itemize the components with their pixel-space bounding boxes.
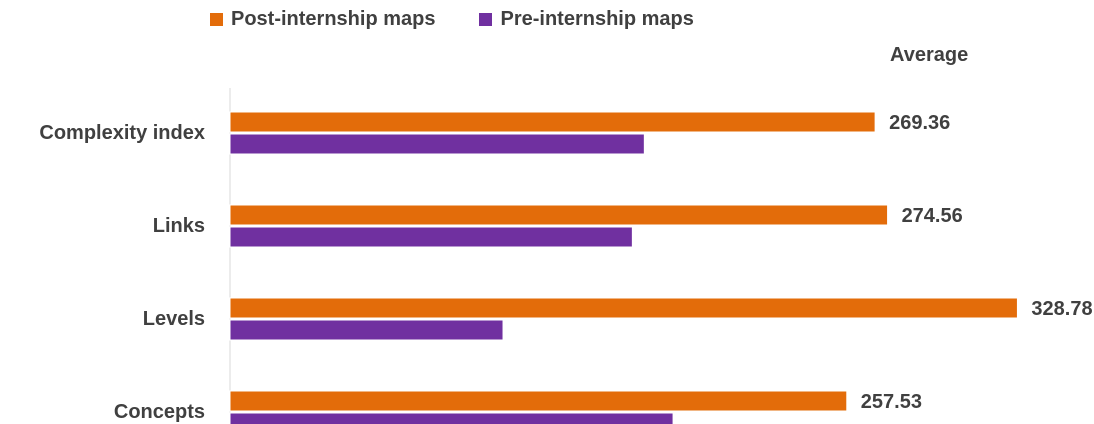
data-label: 257.53 [861,391,922,413]
bar-post-internship [229,297,1018,319]
legend-item-post: Post-internship maps [210,8,435,31]
bar-pre-internship [229,319,504,341]
legend-swatch-post [210,13,223,26]
bar-pre-internship [229,412,674,424]
category-label: Concepts [114,401,205,423]
data-label: 269.36 [889,112,950,134]
bar-pre-internship [229,133,645,155]
bar-post-internship [229,204,889,226]
data-label: 274.56 [902,205,963,227]
legend-label-pre: Pre-internship maps [500,8,694,30]
bar-post-internship [229,390,848,412]
bar-post-internship [229,111,876,133]
legend-label-post: Post-internship maps [231,8,436,30]
data-label: 328.78 [1031,298,1092,320]
average-annotation: Average [890,44,969,66]
legend-swatch-pre [479,13,493,26]
chart-legend: Post-internship maps Pre-internship maps [210,8,694,31]
category-label: Complexity index [39,122,205,144]
category-label: Levels [143,308,205,330]
legend-item-pre: Pre-internship maps [479,8,694,31]
category-label: Links [153,215,205,237]
bar-pre-internship [229,226,633,248]
